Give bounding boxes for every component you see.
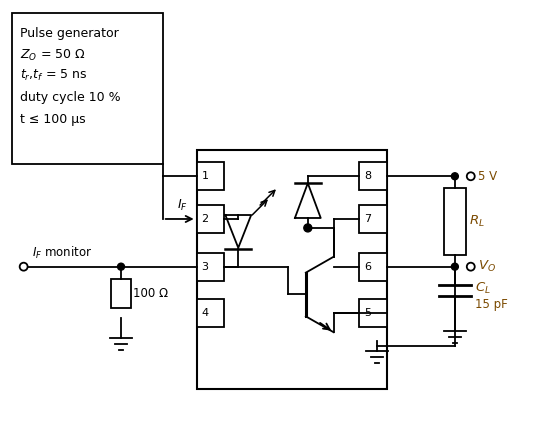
Bar (196, 300, 224, 327)
Bar (359, 300, 387, 327)
Text: duty cycle 10 %: duty cycle 10 % (20, 91, 121, 104)
Bar (444, 188, 466, 255)
Text: 100 Ω: 100 Ω (133, 287, 168, 300)
Circle shape (304, 224, 312, 232)
Circle shape (451, 263, 458, 270)
Text: 1: 1 (201, 171, 209, 181)
Circle shape (451, 173, 458, 180)
Text: $Z_O$ = 50 Ω: $Z_O$ = 50 Ω (20, 48, 85, 63)
Text: 6: 6 (364, 262, 372, 271)
Text: $V_O$: $V_O$ (478, 259, 496, 274)
Text: $C_L$: $C_L$ (475, 281, 490, 296)
Bar (196, 162, 224, 190)
Bar (359, 253, 387, 281)
Text: $t_r$,$t_f$ = 5 ns: $t_r$,$t_f$ = 5 ns (20, 68, 87, 84)
Text: $I_F$: $I_F$ (177, 197, 187, 213)
Text: 15 pF: 15 pF (475, 298, 507, 311)
Text: 2: 2 (201, 214, 209, 224)
Text: 5: 5 (364, 308, 372, 318)
Bar (196, 253, 224, 281)
Bar (111, 278, 131, 308)
Text: 4: 4 (201, 308, 209, 318)
Bar (359, 162, 387, 190)
Text: 5 V: 5 V (478, 170, 497, 183)
Text: t ≤ 100 μs: t ≤ 100 μs (20, 113, 85, 126)
Bar (196, 150, 387, 389)
Text: $I_F$ monitor: $I_F$ monitor (32, 245, 92, 261)
Text: 7: 7 (364, 214, 372, 224)
Text: $R_L$: $R_L$ (469, 213, 484, 229)
Text: 8: 8 (364, 171, 372, 181)
Bar (196, 205, 224, 233)
Bar (12, 13, 163, 165)
Text: Pulse generator: Pulse generator (20, 27, 118, 40)
Text: 3: 3 (201, 262, 209, 271)
Bar (359, 205, 387, 233)
Circle shape (118, 263, 124, 270)
